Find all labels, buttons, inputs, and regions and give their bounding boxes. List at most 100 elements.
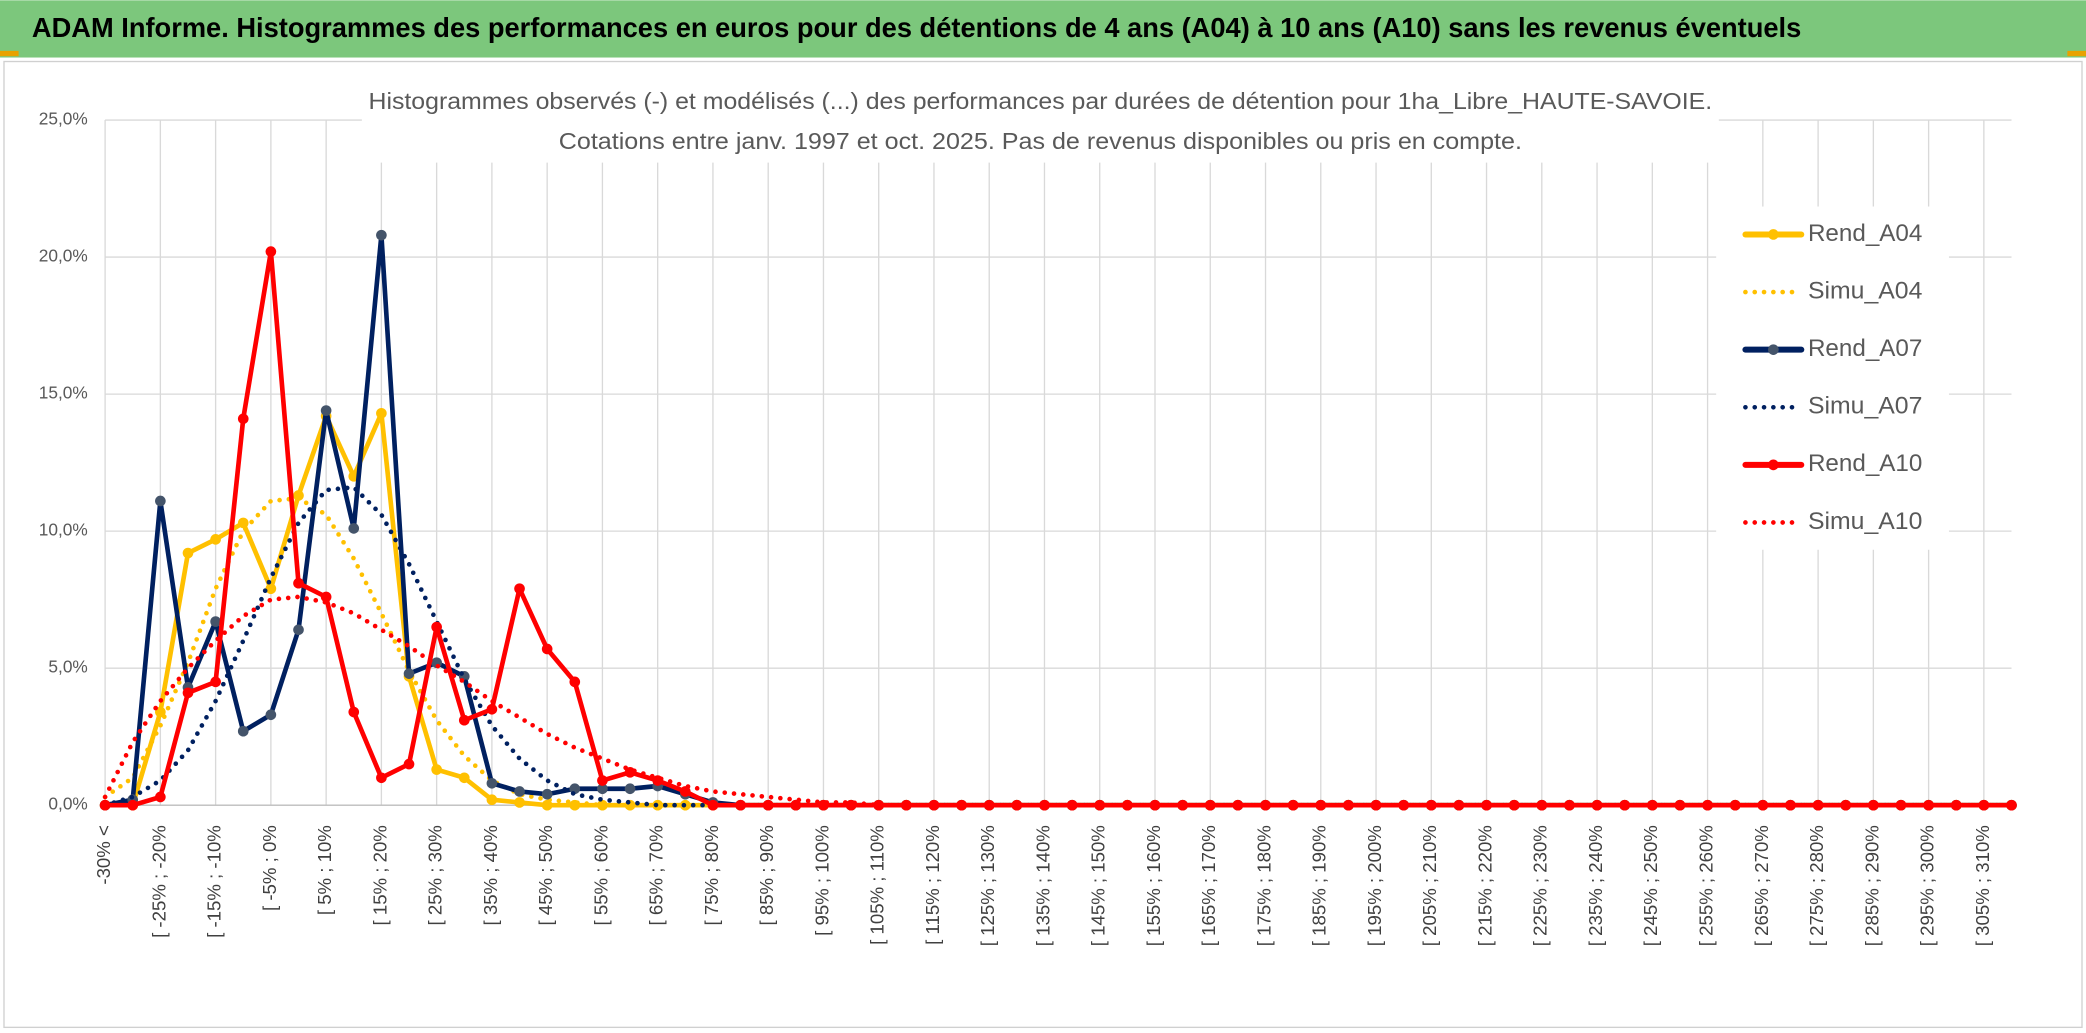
point-marker [293,624,304,636]
x-tick-label: [ 95% ; 100% [811,825,832,936]
point-marker [431,764,442,775]
header-bar [0,0,2086,58]
x-tick-label: [ 55% ; 60% [590,825,611,925]
point-marker [1978,799,1990,811]
point-marker [707,799,719,811]
corner-mark [2067,50,2086,57]
corner-mark [0,50,19,57]
point-marker [1591,799,1603,811]
point-marker [458,772,470,784]
x-tick-label: [ -5% ; 0% [259,825,280,911]
point-marker [1895,799,1907,811]
x-tick-label: [ 85% ; 90% [756,825,777,925]
point-marker [155,791,166,803]
point-marker [376,772,387,784]
point-marker [1702,799,1713,811]
x-tick-label: [ 185% ; 190% [1309,825,1330,946]
x-tick-label: [ 205% ; 210% [1419,825,1440,946]
point-marker [1066,799,1078,811]
x-tick-label: [ 155% ; 160% [1143,825,1164,946]
legend-label: Simu_A10 [1808,508,1922,535]
point-marker [1868,799,1879,811]
x-tick-label: -30% < [93,825,114,884]
point-marker [1674,799,1686,811]
point-marker [210,534,221,545]
point-marker [210,616,221,627]
point-marker [237,725,249,737]
point-marker [1619,799,1631,811]
point-marker [155,706,166,718]
x-tick-label: [ 305% ; 310% [1972,825,1993,946]
point-marker [458,714,470,726]
legend-label: Simu_A04 [1808,277,1922,304]
point-marker [1785,799,1796,811]
x-tick-label: [ 5% ; 10% [314,825,335,915]
point-marker [1923,799,1934,811]
legend-label: Rend_A04 [1808,220,1922,247]
point-marker [928,799,940,811]
chart-title: Histogrammes observés (-) et modélisés (… [369,88,1713,114]
point-marker [376,229,387,241]
legend-label: Rend_A07 [1808,335,1922,362]
point-marker [597,775,608,786]
x-tick-label: [ 125% ; 130% [977,825,998,946]
x-tick-label: [ 285% ; 290% [1861,825,1882,946]
point-marker [320,591,332,603]
point-marker [1812,799,1824,811]
point-marker [541,788,553,800]
x-tick-label: [ 275% ; 280% [1806,825,1827,946]
x-tick-label: [ 225% ; 230% [1530,825,1551,946]
y-tick-label: 20,0% [39,246,88,266]
point-marker [486,777,498,789]
point-marker [1149,799,1161,811]
x-tick-label: [ 265% ; 270% [1751,825,1772,946]
point-marker [99,799,111,811]
y-tick-label: 0,0% [48,794,87,814]
x-tick-label: [ -25% ; -20% [148,825,169,938]
x-tick-label: [ 145% ; 150% [1088,825,1109,946]
x-tick-label: [ -15% ; -10% [204,825,225,938]
point-marker [597,799,608,811]
point-marker [376,407,387,419]
point-marker [293,577,304,589]
point-marker [265,583,277,595]
point-marker [320,405,332,416]
point-marker [597,783,608,795]
point-marker [486,794,498,806]
legend-marker [1768,229,1779,240]
x-tick-label: [ 75% ; 80% [701,825,722,925]
point-marker [182,687,194,699]
x-tick-label: [ 15% ; 20% [369,825,390,925]
point-marker [514,797,525,808]
point-marker [514,786,525,797]
point-marker [127,799,139,811]
point-marker [1840,799,1852,811]
point-marker [1011,799,1023,811]
point-marker [541,643,553,655]
point-marker [1757,799,1769,811]
point-marker [265,709,277,721]
point-marker [155,495,166,507]
point-marker [486,703,498,715]
point-marker [956,799,967,811]
point-marker [1950,799,1962,811]
y-tick-label: 25,0% [39,109,88,129]
x-tick-label: [ 105% ; 110% [867,825,888,945]
x-tick-label: [ 175% ; 180% [1253,825,1274,946]
point-marker [403,758,415,770]
x-tick-label: [ 295% ; 300% [1917,825,1938,946]
point-marker [348,523,360,534]
legend-background [1716,206,1949,550]
point-marker [237,517,249,529]
point-marker [569,676,581,688]
point-marker [237,413,249,425]
x-tick-label: [ 215% ; 220% [1474,825,1495,946]
point-marker [1122,799,1133,811]
y-tick-label: 10,0% [39,520,88,540]
point-marker [735,799,746,811]
point-marker [182,547,194,559]
header-title: ADAM Informe. Histogrammes des performan… [32,12,1801,43]
point-marker [1647,799,1658,811]
